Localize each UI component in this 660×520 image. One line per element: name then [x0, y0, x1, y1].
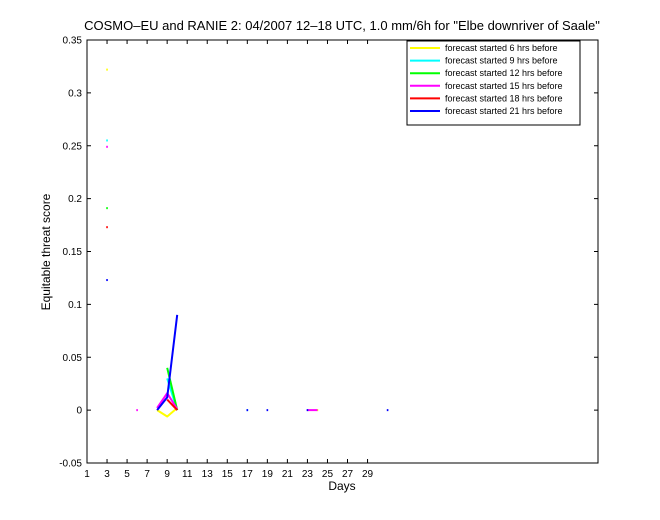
x-tick-label: 13: [202, 469, 214, 480]
legend-entry-label: forecast started 15 hrs before: [445, 81, 563, 91]
y-tick-label: 0.2: [68, 194, 82, 205]
y-tick-label: 0.15: [63, 247, 83, 258]
y-axis-label: Equitable threat score: [39, 193, 53, 310]
x-tick-label: 5: [124, 469, 130, 480]
y-tick-label: 0: [76, 406, 82, 417]
y-tick-label: 0.1: [68, 300, 82, 311]
x-tick-label: 29: [362, 469, 374, 480]
x-tick-label: 27: [342, 469, 354, 480]
x-axis-label: Days: [328, 479, 355, 493]
x-tick-label: 11: [182, 469, 193, 480]
legend-entry-label: forecast started 18 hrs before: [445, 93, 563, 103]
x-tick-label: 3: [104, 469, 110, 480]
y-tick-label: -0.05: [59, 459, 82, 470]
legend-entry-label: forecast started 6 hrs before: [445, 43, 558, 53]
x-tick-label: 15: [222, 469, 234, 480]
x-tick-label: 25: [322, 469, 334, 480]
legend-entry-label: forecast started 9 hrs before: [445, 56, 558, 66]
legend: forecast started 6 hrs before forecast st…: [406, 40, 581, 126]
series-6: [106, 279, 389, 412]
axis-ticks: 1 3 5 7 9 11 13 15 17 19 21 23 25 27 29-0.0500.050.10.…: [59, 36, 598, 480]
y-tick-label: 0.05: [63, 353, 83, 364]
x-tick-label: 21: [282, 469, 294, 480]
x-tick-label: 19: [262, 469, 274, 480]
y-tick-label: 0.25: [63, 141, 83, 152]
legend-entry-label: forecast started 12 hrs before: [445, 68, 563, 78]
x-tick-label: 23: [302, 469, 314, 480]
x-tick-label: 7: [144, 469, 150, 480]
series-5: [106, 226, 178, 411]
series-layer: [106, 68, 389, 418]
x-tick-label: 9: [164, 469, 170, 480]
series-3: [106, 207, 179, 411]
y-tick-label: 0.35: [63, 36, 83, 47]
x-tick-label: 1: [84, 469, 90, 480]
series-line: [156, 407, 178, 418]
y-tick-label: 0.3: [68, 88, 82, 99]
series-line: [166, 398, 178, 411]
legend-entry-label: forecast started 21 hrs before: [445, 106, 563, 116]
chart-title: COSMO–EU and RANIE 2: 04/2007 12–18 UTC,…: [84, 18, 600, 33]
series-line: [156, 314, 179, 411]
x-tick-label: 17: [242, 469, 254, 480]
series-line: [166, 367, 179, 411]
